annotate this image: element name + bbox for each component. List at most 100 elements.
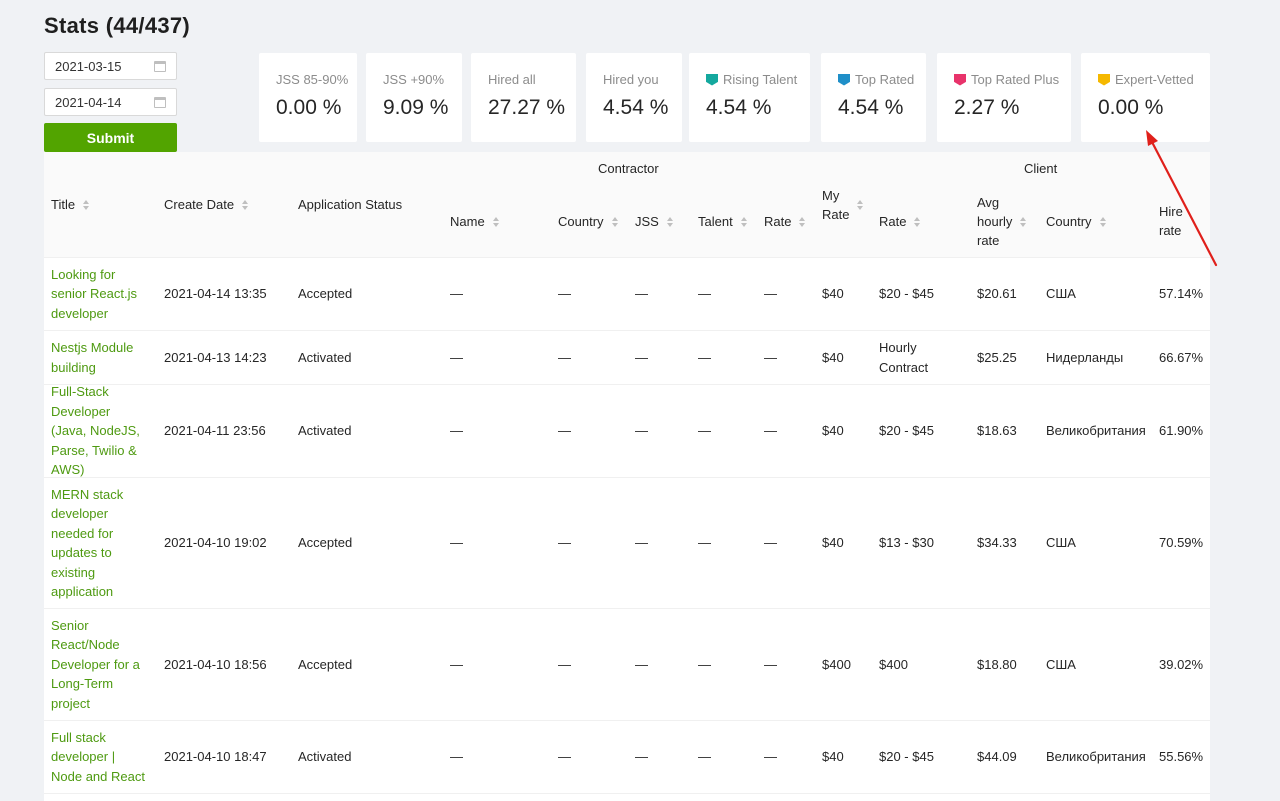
- col-name[interactable]: Name: [450, 212, 499, 231]
- job-title-link[interactable]: Looking for senior React.js developer: [51, 266, 137, 321]
- sort-icon[interactable]: [857, 200, 864, 210]
- hire-rate-cell: 66.67%: [1159, 349, 1204, 365]
- col-talent[interactable]: Talent: [698, 212, 747, 231]
- col-title[interactable]: Title: [51, 195, 90, 214]
- sort-icon[interactable]: [83, 199, 90, 210]
- status-cell: Accepted: [298, 535, 353, 551]
- status-cell: Accepted: [298, 286, 353, 302]
- client-country-cell: Великобритания: [1046, 423, 1146, 439]
- contractor-country-cell: —: [558, 535, 571, 551]
- avg-hourly-rate-cell: $25.25: [977, 349, 1017, 365]
- top-rated-plus-badge-icon: [954, 73, 966, 86]
- talent-cell: —: [698, 535, 711, 551]
- my-rate-cell: $40: [822, 423, 844, 439]
- calendar-icon[interactable]: [154, 60, 166, 72]
- date-to-input[interactable]: 2021-04-14: [44, 88, 177, 116]
- client-country-cell: США: [1046, 286, 1076, 302]
- job-title-link[interactable]: Nestjs Module building: [51, 340, 134, 375]
- sort-icon[interactable]: [1099, 216, 1106, 227]
- contractor-name-cell: —: [450, 423, 463, 439]
- my-rate-cell: $40: [822, 286, 844, 302]
- contractor-rate-cell: —: [764, 749, 777, 765]
- avg-hourly-rate-cell: $18.80: [977, 656, 1017, 672]
- page-title: Stats (44/437): [44, 13, 191, 38]
- col-my-rate[interactable]: My Rate: [822, 186, 864, 224]
- job-title-link[interactable]: MERN stack developer needed for updates …: [51, 486, 124, 600]
- my-rate-cell: $40: [822, 535, 844, 551]
- client-rate-cell: $20 - $45: [879, 749, 934, 765]
- client-rate-cell: $400: [879, 656, 908, 672]
- sort-icon[interactable]: [492, 216, 499, 227]
- stat-label: Top Rated: [838, 72, 926, 87]
- table-row: Looking for senior React.js developer 202…: [44, 258, 1210, 331]
- jss-cell: —: [635, 656, 648, 672]
- jss-cell: —: [635, 286, 648, 302]
- stat-label: Expert-Vetted: [1098, 72, 1210, 87]
- stat-value: 4.54 %: [706, 96, 772, 119]
- col-client-rate[interactable]: Rate: [879, 212, 921, 231]
- client-country-cell: США: [1046, 535, 1076, 551]
- col-country[interactable]: Country: [558, 212, 618, 231]
- col-hire-rate[interactable]: Hire rate: [1159, 204, 1183, 238]
- col-jss[interactable]: JSS: [635, 212, 673, 231]
- job-title-link[interactable]: Full stack developer | Node and React: [51, 729, 145, 784]
- sort-icon[interactable]: [666, 216, 673, 227]
- sort-icon[interactable]: [914, 216, 921, 227]
- col-client-country[interactable]: Country: [1046, 212, 1106, 231]
- avg-hourly-rate-cell: $44.09: [977, 749, 1017, 765]
- contractor-name-cell: —: [450, 286, 463, 302]
- calendar-icon[interactable]: [154, 96, 166, 108]
- job-title-link[interactable]: Senior React/Node Developer for a Long-T…: [51, 617, 140, 711]
- table-row: Senior React/Node Developer for a Long-T…: [44, 609, 1210, 721]
- stat-label: Top Rated Plus: [954, 72, 1071, 87]
- submit-button[interactable]: Submit: [44, 123, 177, 152]
- jss-cell: —: [635, 749, 648, 765]
- stat-label: JSS +90%: [383, 72, 445, 87]
- stat-label: JSS 85-90%: [276, 72, 349, 87]
- job-title-link[interactable]: Full-Stack Developer (Java, NodeJS, Pars…: [51, 384, 140, 478]
- contractor-name-cell: —: [450, 535, 463, 551]
- stat-value: 27.27 %: [488, 96, 566, 119]
- stat-label: Hired you: [603, 72, 659, 87]
- my-rate-cell: $40: [822, 749, 844, 765]
- sort-icon[interactable]: [242, 199, 249, 210]
- create-date-cell: 2021-04-14 13:35: [164, 286, 267, 302]
- client-country-cell: Нидерланды: [1046, 349, 1124, 365]
- client-country-cell: Великобритания: [1046, 749, 1146, 765]
- sort-icon[interactable]: [1020, 216, 1027, 227]
- date-from-input[interactable]: 2021-03-15: [44, 52, 177, 80]
- stat-label: Hired all: [488, 72, 536, 87]
- stat-value: 4.54 %: [603, 96, 669, 119]
- client-rate-cell: $20 - $45: [879, 286, 934, 302]
- contractor-country-cell: —: [558, 656, 571, 672]
- col-rate[interactable]: Rate: [764, 212, 806, 231]
- hire-rate-cell: 61.90%: [1159, 423, 1204, 439]
- contractor-rate-cell: —: [764, 286, 777, 302]
- jss-cell: —: [635, 349, 648, 365]
- hire-rate-cell: 55.56%: [1159, 749, 1204, 765]
- talent-cell: —: [698, 749, 711, 765]
- col-create-date[interactable]: Create Date: [164, 195, 249, 214]
- sort-icon[interactable]: [611, 216, 618, 227]
- hire-rate-cell: 57.14%: [1159, 286, 1204, 302]
- status-cell: Accepted: [298, 656, 353, 672]
- sort-icon[interactable]: [740, 216, 747, 227]
- create-date-cell: 2021-04-10 19:02: [164, 535, 267, 551]
- stat-card: Rising Talent 4.54 %: [689, 53, 810, 142]
- my-rate-cell: $40: [822, 349, 844, 365]
- contractor-rate-cell: —: [764, 535, 777, 551]
- stat-card: JSS +90% 9.09 %: [366, 53, 462, 142]
- contractor-country-cell: —: [558, 749, 571, 765]
- jss-cell: —: [635, 535, 648, 551]
- create-date-cell: 2021-04-11 23:56: [164, 423, 266, 439]
- status-cell: Activated: [298, 749, 352, 765]
- rising-talent-badge-icon: [706, 73, 718, 86]
- stat-value: 4.54 %: [838, 96, 904, 119]
- group-header-contractor: Contractor: [598, 161, 659, 176]
- sort-icon[interactable]: [799, 216, 806, 227]
- col-avg-hourly-rate[interactable]: Avg hourly rate: [977, 193, 1027, 250]
- col-application-status: Application Status: [298, 197, 403, 212]
- status-cell: Activated: [298, 349, 352, 365]
- contractor-rate-cell: —: [764, 423, 777, 439]
- stat-card: Top Rated Plus 2.27 %: [937, 53, 1071, 142]
